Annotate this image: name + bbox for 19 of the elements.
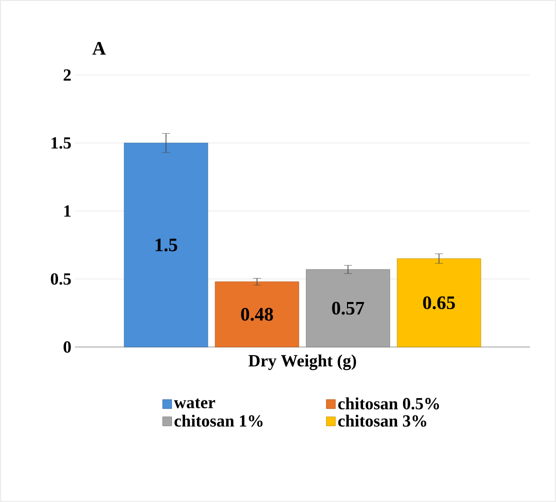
legend-label: chitosan 3% (338, 414, 426, 427)
legend-label: chitosan 0.5% (338, 397, 439, 410)
bar (396, 258, 482, 348)
y-tick-label: 0.5 (50, 273, 71, 285)
y-tick-label: 1.5 (52, 137, 71, 149)
bar (214, 282, 300, 348)
y-tick-label: 1 (64, 205, 71, 217)
data-label: 0.65 (423, 296, 455, 310)
legend-label: water (174, 398, 216, 408)
data-label: 0.48 (241, 308, 273, 321)
data-label: 0.57 (332, 302, 364, 315)
y-tick-label: 2 (64, 69, 71, 81)
x-tick-label: Dry Weight (g) (248, 354, 356, 370)
bar (306, 269, 390, 348)
data-label: 1.5 (156, 238, 178, 252)
bar (124, 142, 208, 348)
legend-label: chitosan 1% (174, 414, 263, 427)
chart-title: A (92, 42, 106, 55)
y-tick-label: 0 (64, 341, 71, 353)
